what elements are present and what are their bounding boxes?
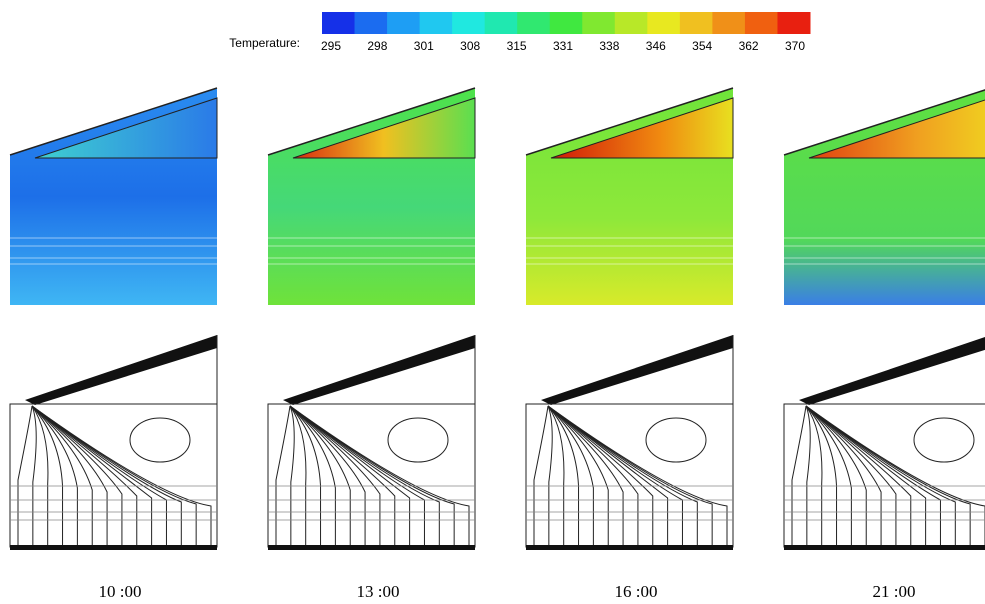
streamline [792, 406, 806, 545]
streamline [534, 406, 548, 545]
attic [35, 98, 217, 158]
streamline [290, 406, 365, 545]
streamline-panel [526, 335, 733, 550]
attic [551, 98, 733, 158]
color-block [647, 12, 680, 34]
time-label: 16 :00 [615, 582, 658, 601]
color-block [680, 12, 713, 34]
color-block [322, 12, 355, 34]
roof-band [541, 335, 733, 405]
temperature-panel [784, 88, 985, 305]
roof-band [25, 335, 217, 405]
roof-band [799, 335, 985, 405]
legend-label: Temperature: [229, 36, 300, 50]
colorbar-tick-label: 370 [785, 39, 805, 53]
colorbar-tick-label: 315 [507, 39, 527, 53]
vortex [646, 418, 706, 462]
color-block [615, 12, 648, 34]
panels: 10 :00 13 :00 16 :00 21 :00 [10, 88, 985, 601]
color-block [420, 12, 453, 34]
vortex [914, 418, 974, 462]
time-label: 13 :00 [357, 582, 400, 601]
colorbar-tick-label: 362 [739, 39, 759, 53]
floor [268, 545, 475, 550]
streamline [276, 406, 290, 545]
color-block [712, 12, 745, 34]
vortex [130, 418, 190, 462]
colorbar-tick-label: 295 [321, 39, 341, 53]
color-block [355, 12, 388, 34]
temperature-panel [10, 88, 217, 305]
streamline [32, 406, 166, 545]
color-block [485, 12, 518, 34]
streamline [548, 406, 564, 545]
colorbar-tick-label: 308 [460, 39, 480, 53]
color-block [550, 12, 583, 34]
streamline-panel [784, 335, 985, 550]
streamline [806, 406, 881, 545]
floor [10, 545, 217, 550]
color-block [387, 12, 420, 34]
temperature-panel [268, 88, 475, 305]
streamline [32, 406, 36, 545]
color-block [582, 12, 615, 34]
streamline [18, 406, 32, 545]
time-label: 21 :00 [873, 582, 916, 601]
colorbar-tick-label: 298 [367, 39, 387, 53]
attic [293, 98, 475, 158]
streamline [548, 406, 623, 545]
streamline [290, 406, 294, 545]
figure: 295 298 301 308 315 331 338 346 354 362 370 Temper… [0, 0, 985, 604]
color-block [517, 12, 550, 34]
color-block [745, 12, 778, 34]
streamline-panel [268, 335, 475, 550]
streamline [548, 406, 682, 545]
colorbar-tick-label: 338 [599, 39, 619, 53]
color-block [452, 12, 485, 34]
colorbar-tick-label: 354 [692, 39, 712, 53]
streamline [290, 406, 306, 545]
streamline-panel [10, 335, 217, 550]
colorbar-tick-label: 331 [553, 39, 573, 53]
time-label: 10 :00 [99, 582, 142, 601]
floor [526, 545, 733, 550]
color-block [777, 12, 810, 34]
streamline [806, 406, 810, 545]
roof-band [283, 335, 475, 405]
colorbar-tick-label: 301 [414, 39, 434, 53]
streamline [32, 406, 48, 545]
streamline [290, 406, 424, 545]
streamline [806, 406, 822, 545]
streamline [32, 406, 107, 545]
floor [784, 545, 985, 550]
colorbar: 295 298 301 308 315 331 338 346 354 362 370 [321, 12, 811, 53]
temperature-panel [526, 88, 733, 305]
vortex [388, 418, 448, 462]
streamline [548, 406, 552, 545]
colorbar-tick-label: 346 [646, 39, 666, 53]
